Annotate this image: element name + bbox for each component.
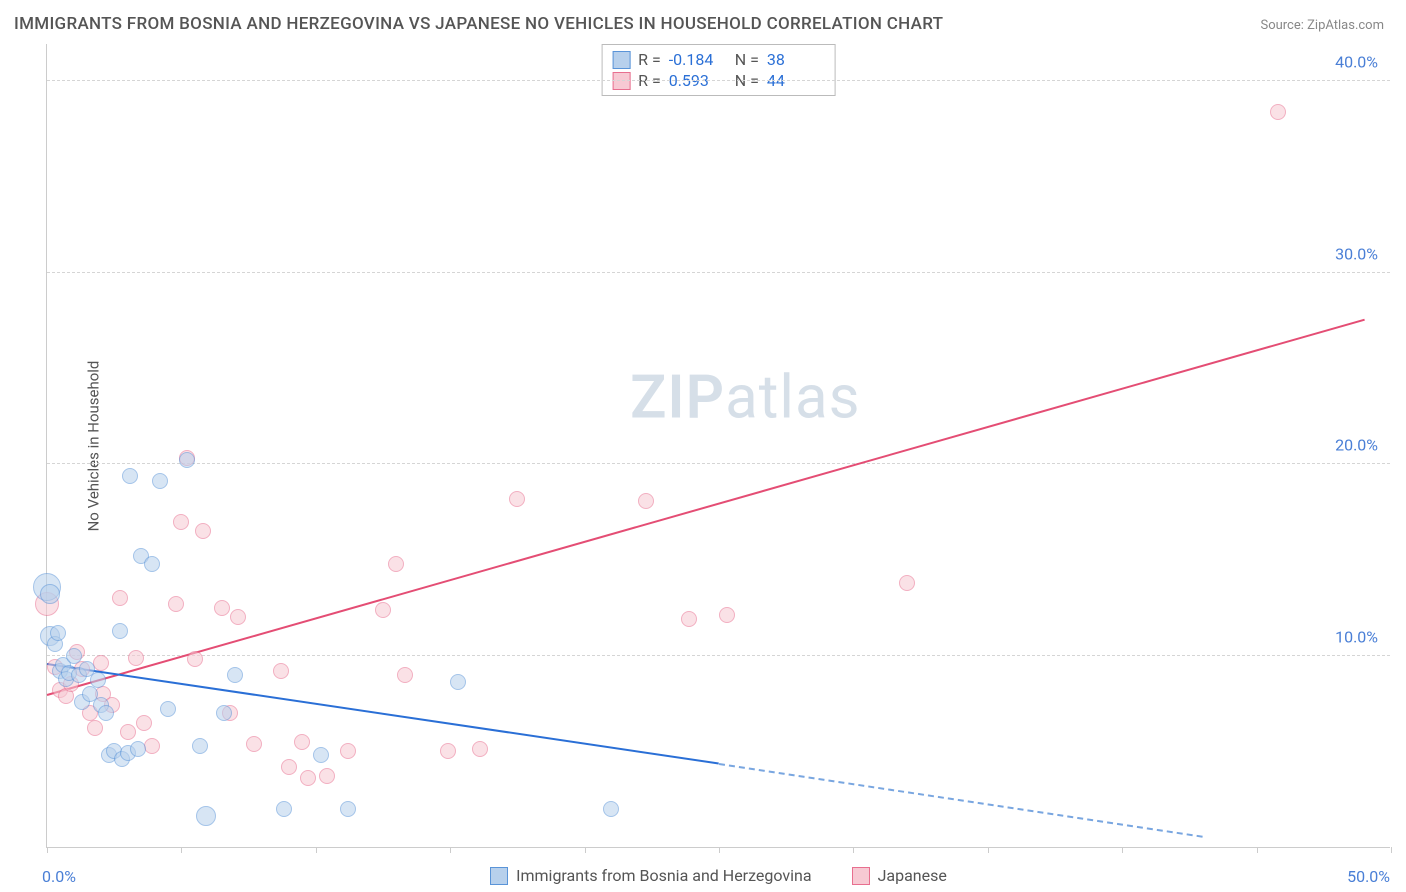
stats-row-series1: R = -0.184 N = 38 <box>612 49 825 70</box>
x-tick <box>988 847 989 853</box>
data-point <box>281 759 297 775</box>
data-point <box>899 575 915 591</box>
data-point <box>319 768 335 784</box>
gridline <box>47 272 1390 273</box>
data-point <box>472 741 488 757</box>
x-tick <box>181 847 182 853</box>
data-point <box>168 596 184 612</box>
data-point <box>50 625 66 641</box>
data-point <box>313 747 329 763</box>
gridline <box>47 80 1390 81</box>
correlation-stats-box: R = -0.184 N = 38 R = 0.593 N = 44 <box>601 44 836 96</box>
data-point <box>98 705 114 721</box>
data-point <box>294 734 310 750</box>
data-point <box>87 720 103 736</box>
data-point <box>122 468 138 484</box>
legend-label-1: Immigrants from Bosnia and Herzegovina <box>516 866 811 885</box>
data-point <box>509 491 525 507</box>
legend-item-series1: Immigrants from Bosnia and Herzegovina <box>490 866 811 885</box>
data-point <box>90 672 106 688</box>
data-point <box>66 648 82 664</box>
trend-line <box>47 319 1365 696</box>
data-point <box>388 556 404 572</box>
data-point <box>638 493 654 509</box>
data-point <box>144 556 160 572</box>
r-value-1: -0.184 <box>669 50 727 69</box>
data-point <box>450 674 466 690</box>
scatter-plot-area: ZIPatlas R = -0.184 N = 38 R = 0.593 N =… <box>46 44 1390 848</box>
data-point <box>719 607 735 623</box>
data-point <box>230 609 246 625</box>
x-tick <box>585 847 586 853</box>
watermark: ZIPatlas <box>630 362 861 433</box>
data-point <box>440 743 456 759</box>
data-point <box>216 705 232 721</box>
x-tick <box>1391 847 1392 853</box>
n-label: N = <box>735 50 759 69</box>
data-point <box>196 806 216 826</box>
x-tick <box>719 847 720 853</box>
n-value-1: 38 <box>767 50 825 69</box>
swatch-series2 <box>852 867 870 885</box>
x-tick-label-min: 0.0% <box>42 867 76 886</box>
source-attribution: Source: ZipAtlas.com <box>1260 18 1384 33</box>
data-point <box>1270 104 1286 120</box>
x-tick <box>450 847 451 853</box>
data-point <box>160 701 176 717</box>
data-point <box>246 736 262 752</box>
trend-line <box>719 763 1203 838</box>
y-tick-label: 30.0% <box>1335 244 1378 263</box>
data-point <box>112 623 128 639</box>
data-point <box>136 715 152 731</box>
gridline <box>47 655 1390 656</box>
data-point <box>276 801 292 817</box>
data-point <box>273 663 289 679</box>
data-point <box>173 514 189 530</box>
data-point <box>152 473 168 489</box>
data-point <box>195 523 211 539</box>
swatch-series1 <box>612 51 630 69</box>
y-tick-label: 20.0% <box>1335 436 1378 455</box>
data-point <box>397 667 413 683</box>
legend-item-series2: Japanese <box>852 866 947 885</box>
bottom-legend: Immigrants from Bosnia and Herzegovina J… <box>47 866 1390 885</box>
data-point <box>179 452 195 468</box>
data-point <box>128 650 144 666</box>
data-point <box>340 801 356 817</box>
legend-label-2: Japanese <box>878 866 947 885</box>
data-point <box>227 667 243 683</box>
data-point <box>120 724 136 740</box>
data-point <box>192 738 208 754</box>
r-label: R = <box>638 50 661 69</box>
x-tick <box>1122 847 1123 853</box>
x-tick-label-max: 50.0% <box>1347 867 1390 886</box>
data-point <box>187 651 203 667</box>
data-point <box>130 741 146 757</box>
data-point <box>681 611 697 627</box>
chart-title: IMMIGRANTS FROM BOSNIA AND HERZEGOVINA V… <box>14 14 943 34</box>
data-point <box>112 590 128 606</box>
data-point <box>375 602 391 618</box>
gridline <box>47 463 1390 464</box>
data-point <box>144 738 160 754</box>
swatch-series1 <box>490 867 508 885</box>
x-tick <box>1257 847 1258 853</box>
data-point <box>300 770 316 786</box>
x-tick <box>316 847 317 853</box>
data-point <box>214 600 230 616</box>
y-tick-label: 10.0% <box>1335 627 1378 646</box>
data-point <box>340 743 356 759</box>
data-point <box>603 801 619 817</box>
y-tick-label: 40.0% <box>1335 53 1378 72</box>
x-tick <box>853 847 854 853</box>
data-point <box>40 584 60 604</box>
x-tick <box>47 847 48 853</box>
